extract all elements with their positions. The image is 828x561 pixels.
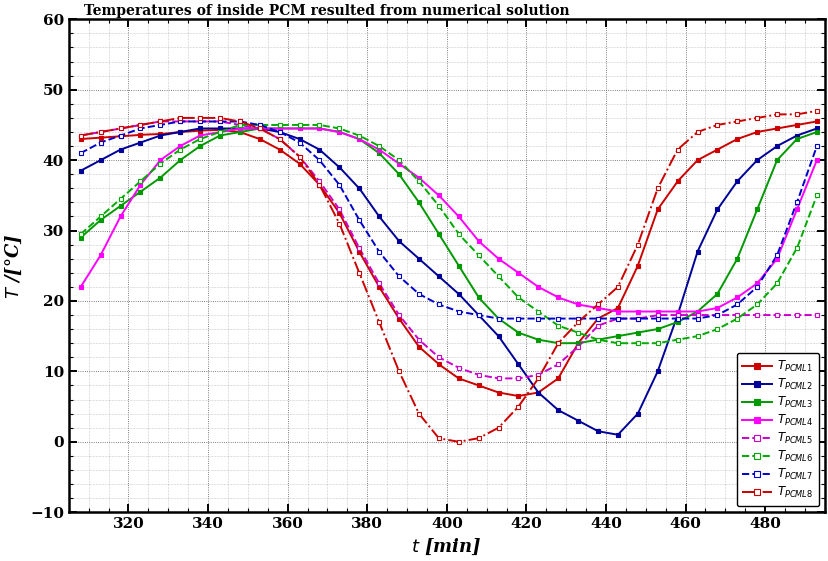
X-axis label: $t$ [min]: $t$ [min] — [411, 537, 482, 557]
Y-axis label: $T$ /[°C]: $T$ /[°C] — [4, 233, 24, 298]
Legend: $T_{PCML1}$, $T_{PCML2}$, $T_{PCML3}$, $T_{PCML4}$, $T_{PCML5}$, $T_{PCML6}$, $T: $T_{PCML1}$, $T_{PCML2}$, $T_{PCML3}$, $… — [735, 353, 818, 506]
Text: Temperatures of inside PCM resulted from numerical solution: Temperatures of inside PCM resulted from… — [84, 4, 569, 18]
